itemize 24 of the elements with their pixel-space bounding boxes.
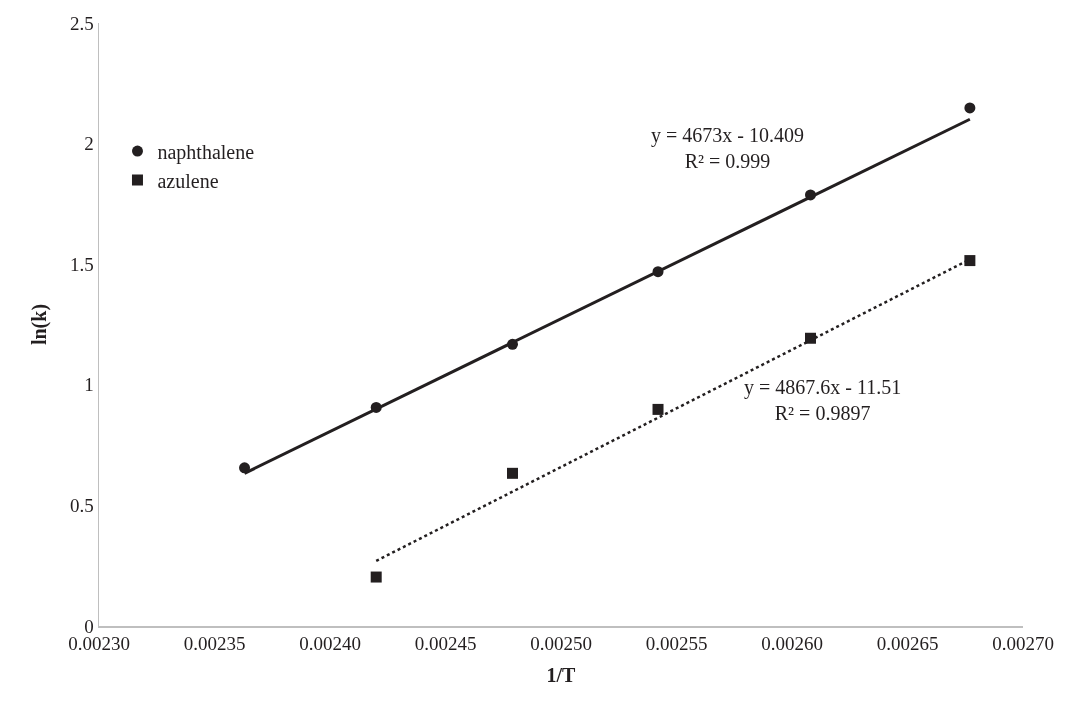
annotation: y = 4867.6x - 11.51 R² = 0.9897 [744, 376, 902, 424]
x-tick-label: 0.00235 [183, 633, 246, 655]
point [370, 571, 382, 583]
annotation: y = 4673x - 10.409 R² = 0.999 [651, 124, 804, 172]
x-tick-label: 0.00240 [299, 633, 361, 655]
y-tick-label: 0.5 [69, 495, 94, 517]
y-tick-label: 2.5 [69, 12, 94, 34]
x-tick-label: 0.00245 [414, 633, 477, 655]
x-tick-label: 0.00255 [645, 633, 708, 655]
y-tick-label: 1.5 [69, 253, 94, 275]
x-tick-label: 0.00265 [876, 633, 939, 655]
point [964, 255, 976, 267]
x-axis-title: 1/T [546, 663, 577, 686]
y-tick-label: 2 [84, 133, 94, 155]
x-tick-label: 0.00260 [761, 633, 823, 655]
point [506, 467, 518, 479]
y-tick-label: 1 [84, 374, 94, 396]
x-tick-label: 0.00250 [530, 633, 592, 655]
legend-label: naphthalene [157, 140, 255, 164]
legend-label: azulene [157, 169, 219, 192]
point [652, 403, 664, 415]
y-axis-title: ln(k) [27, 303, 51, 346]
point [964, 102, 976, 114]
x-tick-label: 0.00270 [992, 633, 1054, 655]
